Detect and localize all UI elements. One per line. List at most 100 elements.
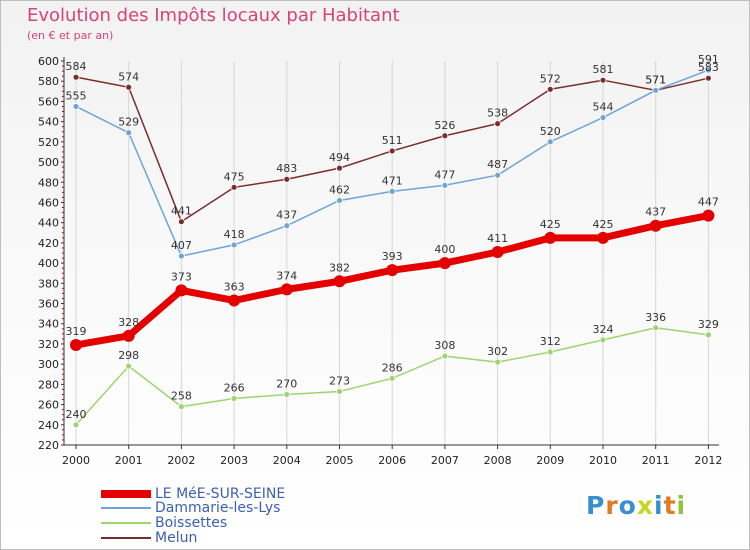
series-point (283, 175, 291, 183)
y-tick-label: 540 (38, 116, 59, 129)
series-point (494, 120, 502, 128)
series-point (333, 275, 346, 288)
data-label: 475 (224, 170, 245, 183)
y-tick-label: 280 (38, 378, 59, 391)
data-label: 471 (382, 174, 403, 187)
data-label-layer: 319 328 373 363 374 382 393 400 411 425 425 437 447 5… (66, 53, 719, 421)
series-point (72, 73, 80, 81)
y-tick-label: 460 (38, 196, 59, 209)
x-tick-label: 2012 (694, 454, 722, 467)
logo-letter: r (605, 491, 619, 520)
y-tick-label: 300 (38, 358, 59, 371)
series-point (386, 264, 399, 277)
data-label: 437 (276, 209, 297, 222)
series-point (175, 284, 188, 297)
series-point (388, 374, 396, 382)
series-point (388, 147, 396, 155)
y-tick-label: 340 (38, 318, 59, 331)
data-label: 584 (66, 60, 87, 73)
series-point (705, 66, 712, 74)
legend-item: Boissettes (101, 515, 361, 532)
x-tick-label: 2011 (642, 454, 670, 467)
data-label: 487 (487, 158, 508, 171)
data-label: 298 (118, 349, 139, 362)
x-tick-label: 2006 (378, 454, 406, 467)
x-tick-label: 2002 (167, 454, 195, 467)
series-point (125, 83, 133, 91)
series-point (336, 388, 343, 395)
legend-swatch (101, 490, 151, 498)
logo-letter: o (618, 491, 637, 520)
data-label: 407 (171, 239, 192, 252)
series-point (283, 222, 291, 230)
y-tick-label: 480 (38, 176, 59, 189)
series-point (122, 329, 135, 342)
data-label: 324 (593, 323, 614, 336)
x-tick-label: 2008 (484, 454, 512, 467)
y-tick-label: 380 (38, 277, 59, 290)
x-tick-label: 2009 (536, 454, 564, 467)
logo-letter: t (663, 491, 677, 520)
series-point (177, 403, 185, 411)
series-point (544, 231, 557, 244)
legend-label: Boissettes (155, 515, 228, 531)
series-point (280, 283, 293, 296)
series-point (336, 197, 343, 204)
y-tick-label: 580 (38, 75, 59, 88)
legend-swatch (101, 537, 151, 539)
data-label: 538 (487, 107, 508, 120)
series-point (597, 231, 609, 244)
series-point (599, 76, 607, 84)
y-tick-label: 500 (38, 156, 59, 169)
axis-layer: 220 240 260 280 300 320 340 360 380 400 420 440 460 4… (38, 55, 722, 467)
series-point (652, 324, 660, 332)
series-point (438, 257, 451, 270)
data-label: 520 (540, 125, 561, 138)
series-point (599, 114, 607, 121)
data-label: 400 (434, 243, 455, 256)
data-label: 526 (434, 119, 455, 132)
logo-letter: i (654, 491, 664, 520)
y-tick-label: 220 (38, 439, 59, 452)
data-label: 555 (66, 89, 87, 102)
data-label: 266 (224, 382, 245, 395)
chart-title: Evolution des Impôts locaux par Habitant (27, 5, 400, 26)
series-point (125, 362, 133, 370)
proxiti-logo: Proxiti (586, 491, 686, 520)
series-point (705, 74, 712, 82)
y-tick-label: 320 (38, 338, 59, 351)
series-point (546, 348, 554, 356)
data-label: 418 (224, 228, 245, 241)
data-label: 382 (329, 261, 350, 274)
data-label: 581 (593, 63, 614, 76)
logo-letter: P (586, 491, 606, 520)
series-point (230, 183, 238, 191)
x-tick-label: 2010 (589, 454, 617, 467)
data-label: 591 (698, 53, 719, 66)
legend-item: Dammarie-les-Lys (101, 500, 361, 517)
data-label: 270 (276, 377, 297, 390)
series-point (177, 218, 185, 226)
series-point (705, 331, 712, 339)
series-point (72, 103, 80, 110)
series-point (494, 358, 502, 366)
y-tick-label: 520 (38, 136, 59, 149)
legend-label: Dammarie-les-Lys (155, 500, 281, 516)
data-label: 437 (645, 206, 666, 219)
data-label: 336 (645, 311, 666, 324)
x-tick-label: 2001 (115, 454, 143, 467)
data-label: 240 (66, 408, 87, 421)
series-point (546, 138, 554, 146)
data-label: 425 (540, 218, 561, 231)
series-layer (70, 66, 715, 429)
data-label: 462 (329, 183, 350, 196)
y-tick-label: 360 (38, 298, 59, 311)
data-label: 574 (118, 70, 139, 83)
data-label: 373 (171, 270, 192, 283)
data-label: 529 (118, 116, 139, 129)
y-tick-label: 420 (38, 237, 59, 250)
data-label: 374 (276, 269, 297, 282)
series-point (388, 187, 396, 195)
